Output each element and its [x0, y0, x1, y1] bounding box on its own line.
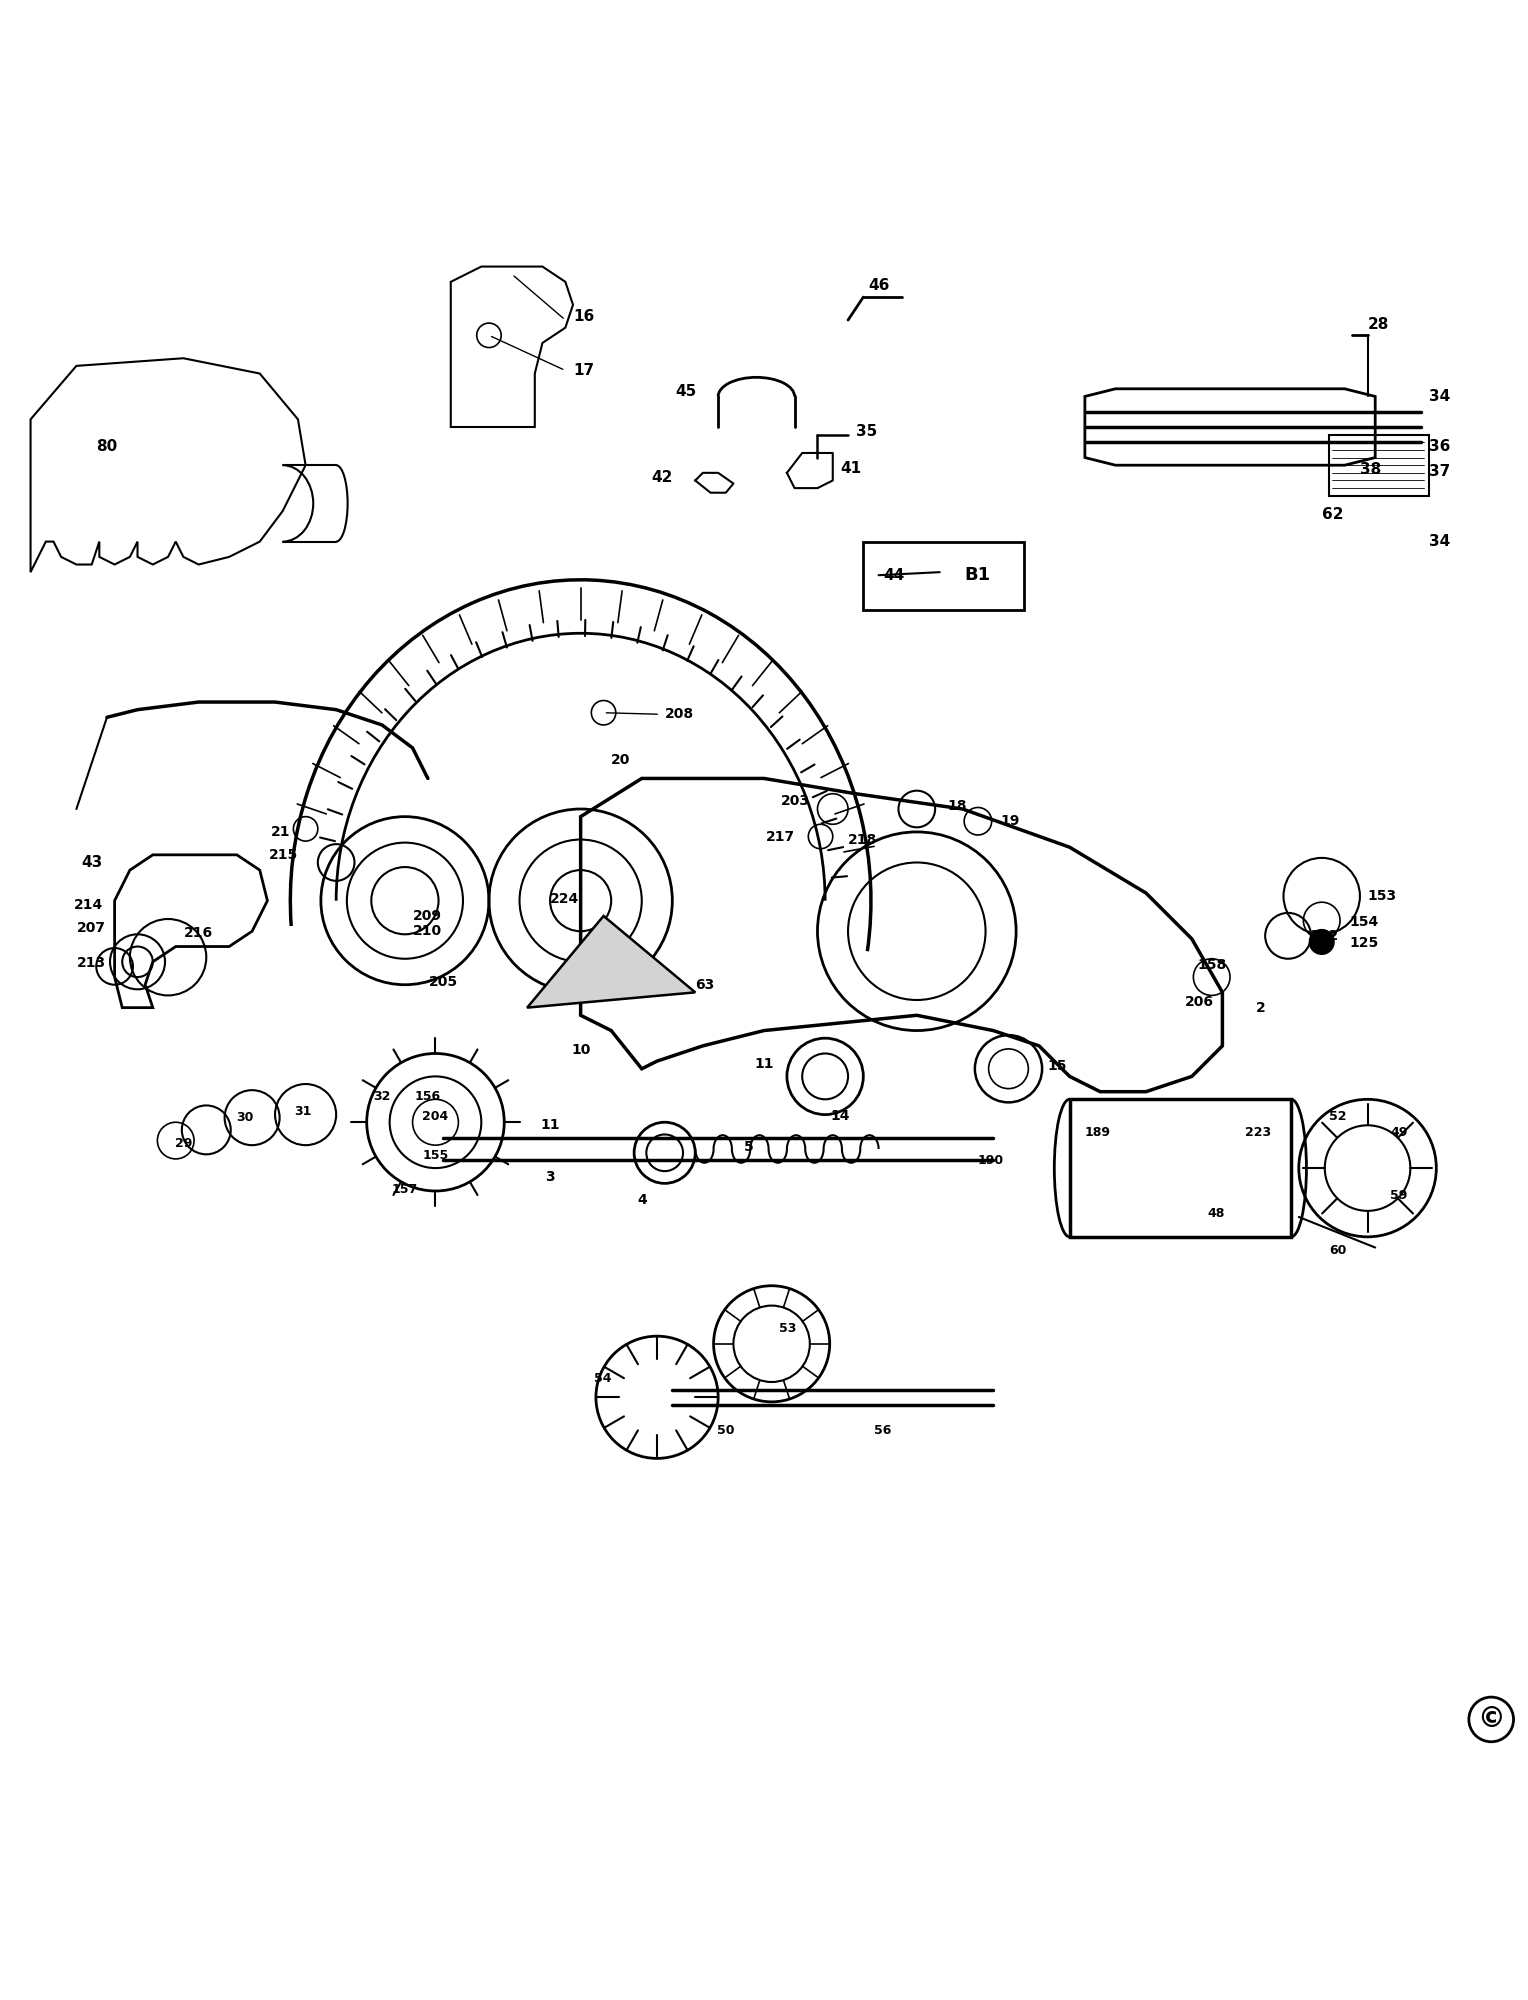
- Text: 2: 2: [1256, 1000, 1265, 1014]
- Text: 208: 208: [665, 708, 694, 722]
- Text: 125: 125: [1349, 936, 1378, 950]
- Text: 14: 14: [831, 1110, 850, 1124]
- Polygon shape: [527, 916, 695, 1008]
- Text: 214: 214: [73, 898, 104, 912]
- Text: 11: 11: [755, 1058, 773, 1072]
- Text: 5: 5: [744, 1140, 753, 1154]
- Text: 46: 46: [868, 278, 889, 292]
- Text: 80: 80: [96, 440, 118, 454]
- Text: 44: 44: [883, 568, 905, 582]
- Text: 217: 217: [766, 830, 795, 844]
- Text: 34: 34: [1429, 388, 1450, 404]
- Text: 28: 28: [1368, 318, 1389, 332]
- Text: 223: 223: [1245, 1126, 1271, 1140]
- Text: 62: 62: [1322, 506, 1343, 522]
- Text: 36: 36: [1429, 440, 1450, 454]
- Text: 63: 63: [695, 978, 715, 992]
- Text: 29: 29: [174, 1138, 193, 1150]
- Text: 10: 10: [571, 1044, 590, 1058]
- Text: 153: 153: [1368, 890, 1397, 904]
- Text: 37: 37: [1429, 464, 1450, 478]
- Text: 189: 189: [1085, 1126, 1111, 1140]
- Text: 17: 17: [573, 362, 594, 378]
- Text: 209: 209: [413, 908, 442, 922]
- Text: 190: 190: [978, 1154, 1004, 1166]
- Text: 56: 56: [874, 1424, 892, 1438]
- Text: 30: 30: [235, 1112, 254, 1124]
- Text: 49: 49: [1390, 1126, 1407, 1140]
- Text: 18: 18: [947, 798, 967, 812]
- Text: 48: 48: [1207, 1208, 1224, 1220]
- Text: 34: 34: [1429, 534, 1450, 550]
- Text: 35: 35: [856, 424, 877, 440]
- Text: 20: 20: [611, 754, 631, 768]
- Text: 157: 157: [391, 1182, 419, 1196]
- Text: 203: 203: [781, 794, 810, 808]
- Text: B1: B1: [964, 566, 992, 584]
- Text: 16: 16: [573, 310, 594, 324]
- Text: 207: 207: [78, 922, 105, 936]
- Text: 3: 3: [545, 1170, 555, 1184]
- Text: 152: 152: [1309, 928, 1339, 942]
- Text: 42: 42: [651, 470, 672, 484]
- Text: 158: 158: [1196, 958, 1227, 972]
- Text: 11: 11: [541, 1118, 559, 1132]
- Text: 216: 216: [183, 926, 214, 940]
- Text: 54: 54: [594, 1372, 611, 1386]
- Text: 213: 213: [76, 956, 107, 970]
- Text: 155: 155: [422, 1150, 449, 1162]
- Text: 224: 224: [550, 892, 579, 906]
- Text: 154: 154: [1349, 916, 1378, 930]
- Text: 31: 31: [293, 1106, 312, 1118]
- Bar: [1329, 434, 1429, 496]
- Text: 204: 204: [422, 1110, 449, 1122]
- Text: 32: 32: [373, 1090, 391, 1102]
- Text: 45: 45: [675, 384, 697, 400]
- Text: 52: 52: [1329, 1110, 1346, 1122]
- Text: 43: 43: [81, 854, 102, 870]
- Text: 218: 218: [848, 832, 877, 846]
- Bar: [863, 542, 1024, 610]
- Text: 59: 59: [1390, 1190, 1407, 1202]
- Text: 4: 4: [637, 1194, 646, 1208]
- Text: 53: 53: [779, 1322, 796, 1336]
- Text: 210: 210: [413, 924, 442, 938]
- Text: 156: 156: [414, 1090, 442, 1102]
- Text: ©: ©: [1478, 1706, 1505, 1734]
- Text: 21: 21: [270, 824, 290, 838]
- Text: 41: 41: [840, 460, 862, 476]
- Text: 15: 15: [1048, 1058, 1067, 1072]
- Text: 50: 50: [717, 1424, 735, 1438]
- Text: 19: 19: [1001, 814, 1021, 828]
- Text: 205: 205: [429, 974, 458, 988]
- Text: 60: 60: [1329, 1244, 1346, 1258]
- Text: 215: 215: [269, 848, 298, 862]
- Text: 206: 206: [1186, 994, 1213, 1008]
- Bar: [1070, 1100, 1291, 1236]
- Text: 38: 38: [1360, 462, 1381, 478]
- Circle shape: [1309, 930, 1334, 954]
